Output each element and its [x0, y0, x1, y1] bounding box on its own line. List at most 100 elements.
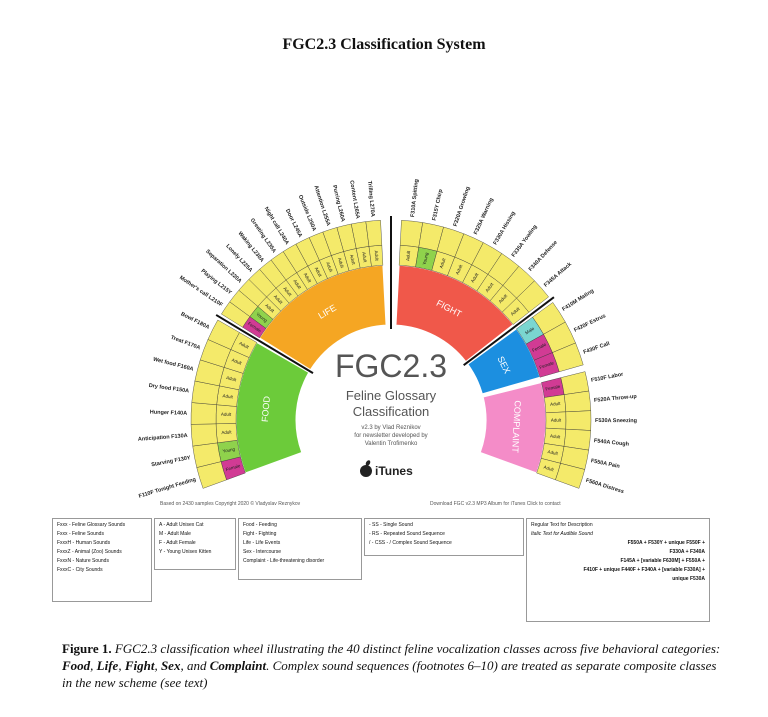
legend-item: Complaint - Life-threatening disorder [243, 558, 325, 564]
legend-item: / - CSS - / Complex Sound Sequence [369, 540, 452, 546]
class-tag: Adult [222, 393, 234, 400]
legend-text: Regular Text for Description Italic Text… [526, 518, 710, 622]
class-item[interactable]: Adult F540A Cough [544, 427, 630, 451]
class-item[interactable]: Adult Wet food F160A [152, 357, 244, 390]
class-cell[interactable] [516, 280, 549, 313]
class-cell[interactable] [190, 402, 217, 425]
class-cell[interactable] [555, 463, 586, 489]
class-tag: Adult [405, 250, 411, 261]
legend-item: M - Adult Male [159, 531, 191, 537]
page-title: FGC2.3 Classification System [282, 36, 486, 53]
class-cell[interactable] [560, 371, 590, 395]
caption-food: Food [62, 658, 91, 673]
class-label: Attention L255A [312, 185, 331, 227]
class-tag: Young [422, 251, 430, 265]
class-item[interactable]: Adult Trilling L270A [365, 181, 384, 267]
footnote-right[interactable]: Download FGC v2.3 MP3 Album for iTunes C… [430, 501, 561, 507]
class-tag: Adult [550, 401, 561, 407]
class-label: F340A Defense [528, 240, 559, 273]
center-credit: for newsletter developed by [354, 433, 427, 439]
class-label: F520A Throw-up [594, 394, 638, 404]
class-tag: Female [531, 342, 547, 353]
class-item[interactable]: Adult Content L265A [348, 180, 372, 269]
figure-caption: Figure 1. FGC2.3 classification wheel il… [62, 640, 722, 691]
center-author: Valentin Trofimenko [365, 441, 418, 447]
legend-suffix: A - Adult Unisex Cat M - Adult Male F - … [154, 518, 236, 570]
class-label: F110F Tonight Feeding [138, 477, 197, 500]
class-label: Purring L260A [331, 185, 346, 223]
class-item[interactable]: Adult F550A Pain [540, 443, 621, 470]
class-label: Treat F170A [170, 335, 201, 352]
legend-item: Life - Life Events [243, 540, 281, 546]
class-tag: Adult [231, 357, 243, 366]
apple-icon [360, 460, 372, 477]
class-item[interactable]: Adult Anticipation F130A [138, 423, 238, 447]
wheel-divider [215, 314, 314, 374]
legend-item: F145A + [variable F630M] + F550A + [620, 558, 705, 564]
legend-item: Fight - Fighting [243, 531, 277, 537]
class-tag: Adult [484, 281, 495, 293]
class-label: Door L245A [284, 208, 303, 238]
legend-item: FxxxH - Human Sounds [57, 540, 111, 546]
class-cell[interactable] [563, 390, 591, 413]
caption-figure-number: Figure 1. [62, 641, 112, 656]
class-tag: Adult [221, 429, 232, 435]
class-cell[interactable] [190, 423, 218, 447]
class-item[interactable]: Adult F530A Sneezing [545, 410, 637, 431]
class-label: F330A Hissing [493, 211, 517, 247]
legend-sound: - SS - Single Sound - RS - Repeated Soun… [364, 518, 524, 556]
legend-category: Food - Feeding Fight - Fighting Life - L… [238, 518, 362, 580]
legend-item: A - Adult Unisex Cat [159, 522, 204, 528]
class-tag: Adult [337, 257, 345, 269]
class-label: Trilling L270A [366, 181, 375, 217]
class-tag: Adult [238, 341, 250, 350]
class-tag: Female [539, 360, 555, 370]
class-tag: Adult [543, 464, 555, 472]
class-label: F430F Call [583, 341, 611, 356]
legend-item: FxxxZ - Animal (Zoo) Sounds [57, 549, 122, 555]
class-label: F315Y Chirp [432, 188, 445, 221]
center-name: FGC2.3 [335, 348, 447, 384]
class-item[interactable]: Adult Dry food F150A [148, 380, 240, 407]
category-label: FOOD [260, 395, 272, 422]
class-label: F325A Warning [473, 197, 495, 236]
caption-sep: , [90, 658, 97, 673]
class-tag: Adult [314, 266, 323, 278]
class-label: Bowl F180A [180, 311, 211, 330]
legend-item: Y - Young Unisex Kitten [159, 549, 212, 555]
class-item[interactable]: Adult Treat F170A [170, 335, 250, 374]
class-tag: Adult [273, 294, 284, 305]
class-tag: Adult [264, 303, 275, 314]
caption-text: FGC2.3 classification wheel illustrating… [111, 641, 721, 656]
caption-sep: , [154, 658, 161, 673]
class-label: Hunger F140A [150, 410, 187, 417]
center-line2: Classification [353, 404, 430, 419]
class-label: F530A Sneezing [595, 418, 637, 424]
legend-item: Italic Text for Audible Sound [531, 531, 593, 537]
class-tag: Adult [303, 272, 313, 284]
class-item[interactable]: Young F315Y Chirp [415, 188, 445, 271]
class-label: F410M Mating [561, 288, 595, 313]
legend-item: FxxxN - Nature Sounds [57, 558, 109, 564]
class-cell[interactable] [552, 342, 584, 373]
legend-item: Food - Feeding [243, 522, 277, 528]
class-cell[interactable] [365, 220, 383, 247]
class-tag: Adult [551, 418, 562, 423]
legend-item: F550A + F530Y + unique F550F + [627, 540, 705, 546]
legend-item: Fxxx - Feline Glossary Sounds [57, 522, 126, 528]
class-label: F310A Spitting [410, 179, 420, 218]
class-item[interactable]: Adult Hunger F140A [150, 402, 237, 425]
class-cell[interactable] [207, 319, 240, 350]
center-store[interactable]: iTunes [375, 464, 413, 478]
class-tag: Adult [292, 279, 302, 291]
class-tag: Male [524, 326, 535, 336]
caption-complaint: Complaint [209, 658, 267, 673]
legend-item: Sex - Intercourse [243, 549, 282, 555]
class-cell[interactable] [565, 410, 592, 431]
class-label: Outside L250A [297, 194, 317, 232]
legend-item: unique F530A [672, 576, 705, 582]
class-tag: Adult [325, 261, 334, 273]
category-label: COMPLAINT [510, 400, 523, 453]
